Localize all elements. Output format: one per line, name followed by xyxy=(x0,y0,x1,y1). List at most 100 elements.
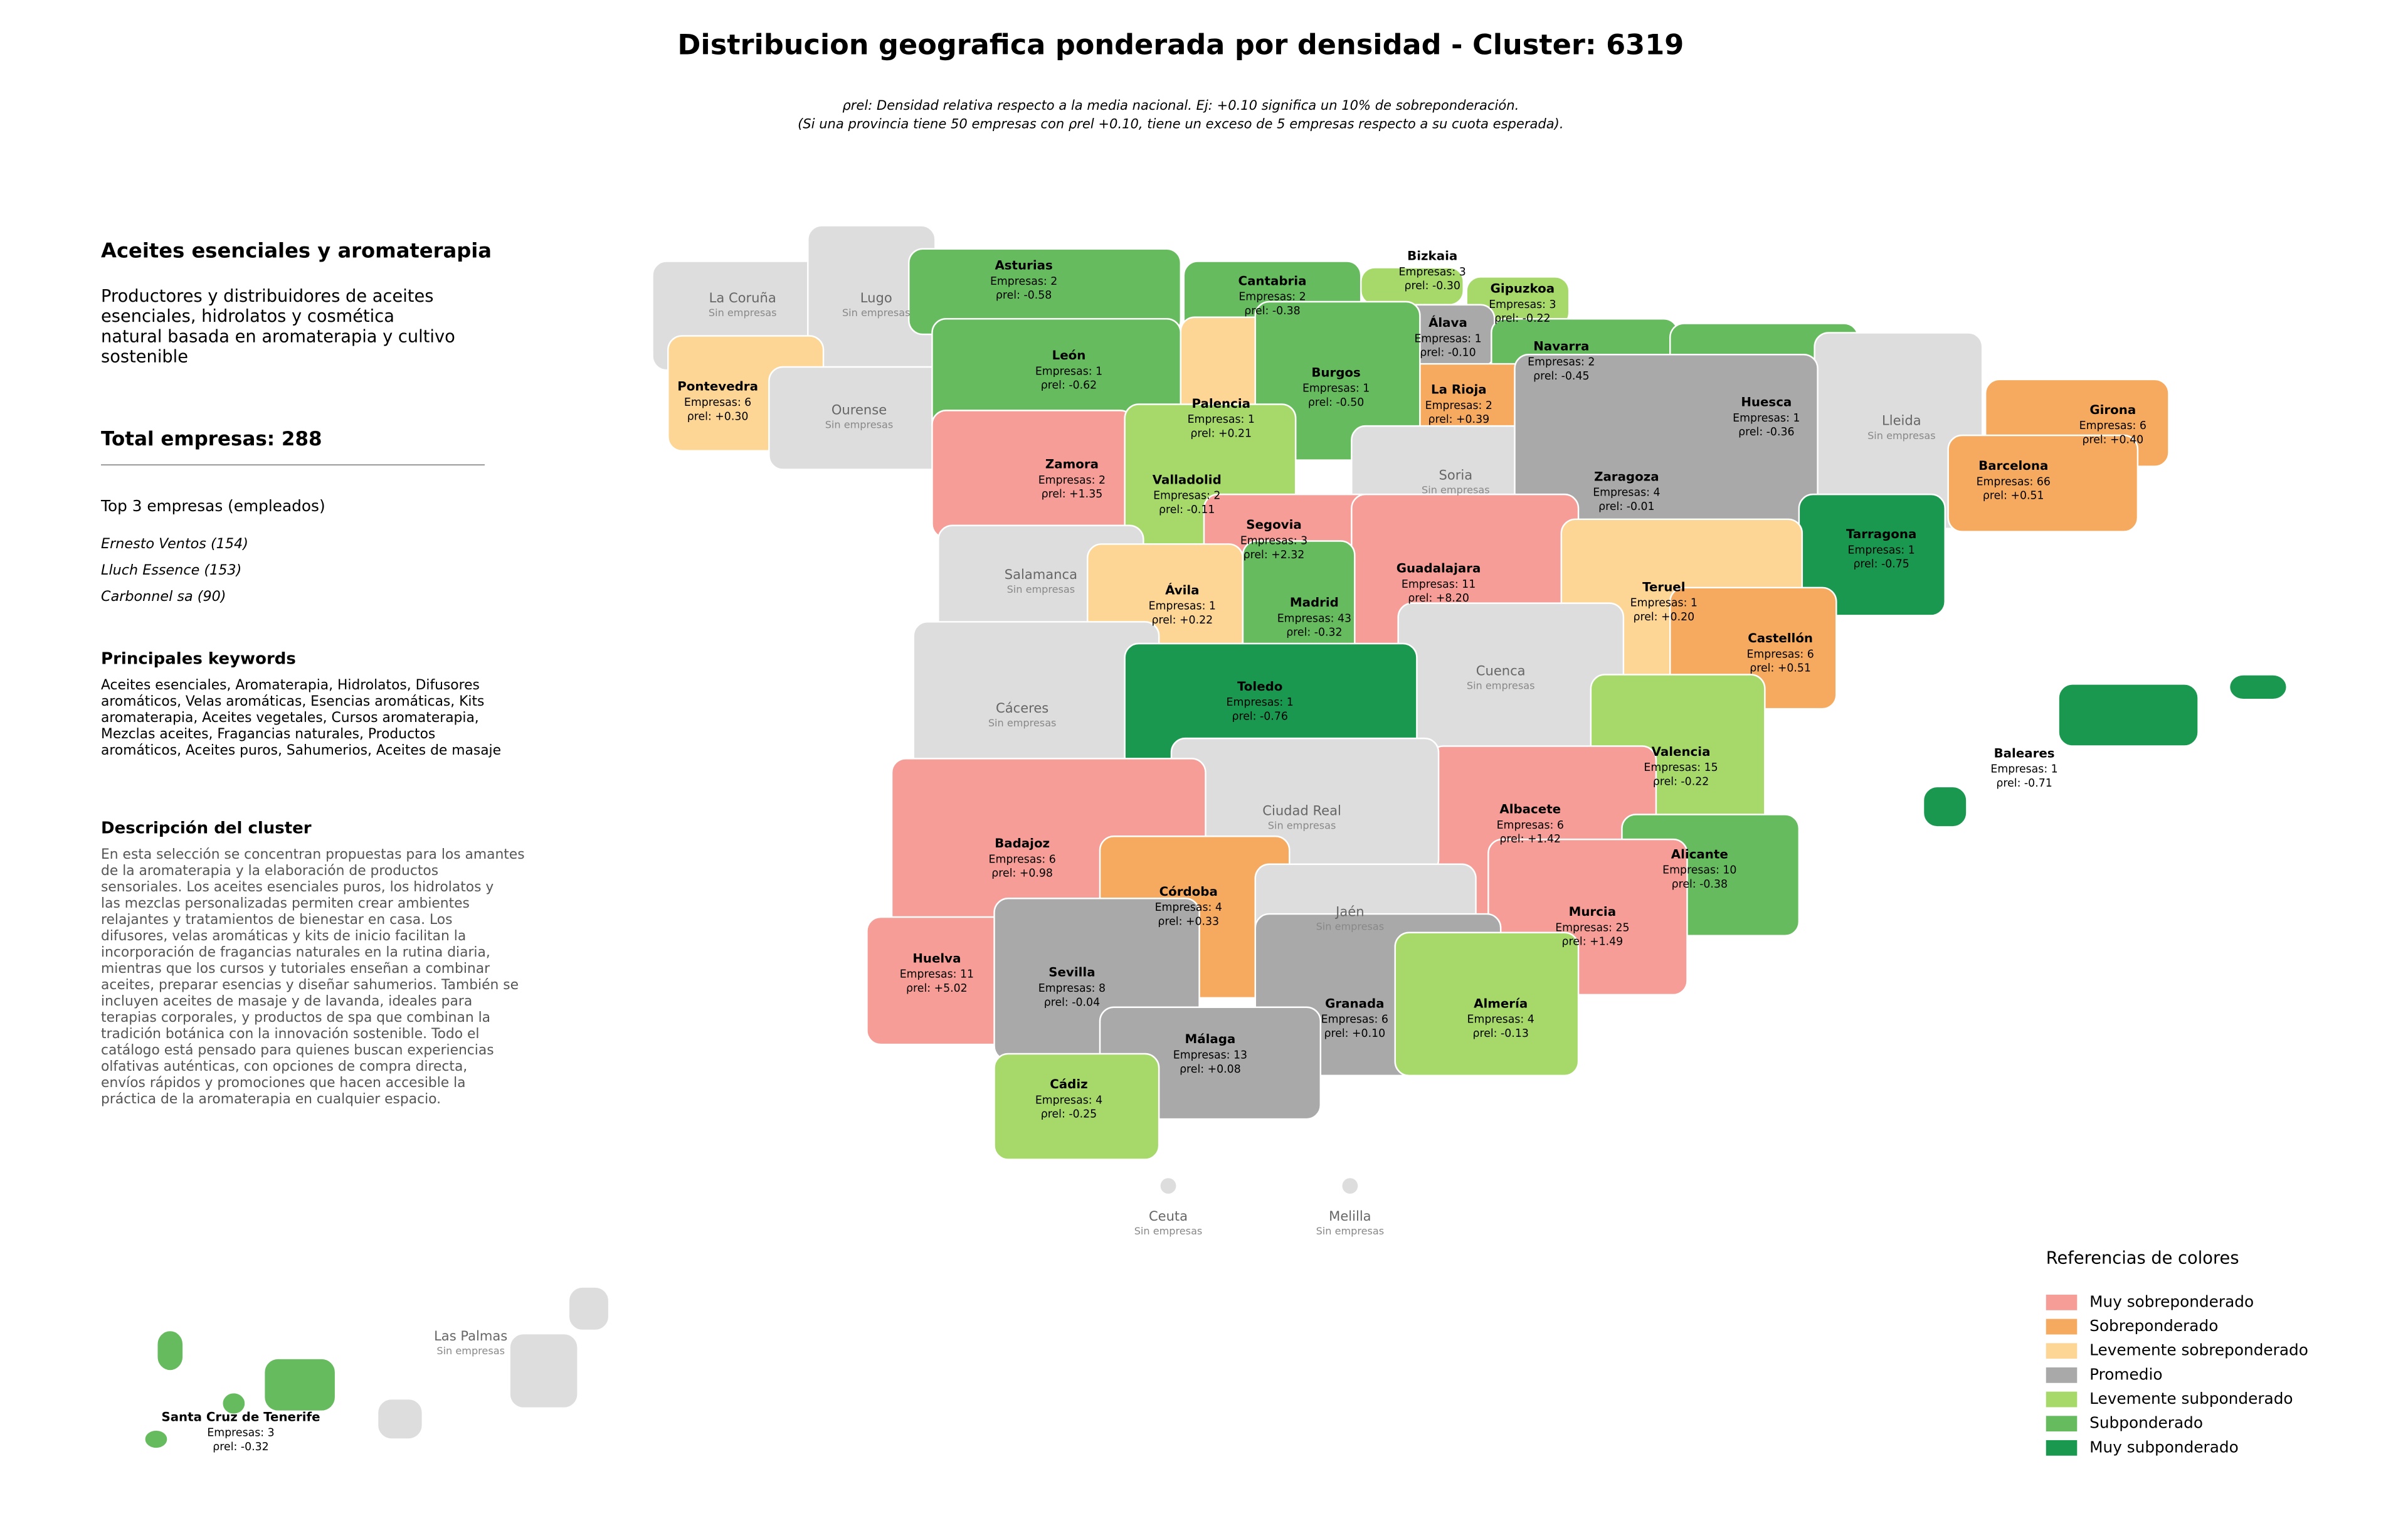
province-name: Granada xyxy=(1325,996,1384,1011)
province-companies: Empresas: 1 xyxy=(1035,365,1102,378)
province-companies: Empresas: 1 xyxy=(1990,763,2057,776)
province-name: Lleida xyxy=(1882,413,1921,428)
province-shape xyxy=(2228,674,2288,701)
province-name: Ceuta xyxy=(1149,1208,1188,1224)
province-status: Sin empresas xyxy=(988,717,1057,729)
legend-label: Levemente sobreponderado xyxy=(2089,1341,2308,1359)
legend-swatch xyxy=(2046,1391,2078,1408)
province-name: Ourense xyxy=(832,401,887,417)
province-name: Zaragoza xyxy=(1594,469,1659,484)
province-name: Santa Cruz de Tenerife xyxy=(161,1409,320,1424)
province-companies: Empresas: 4 xyxy=(1035,1094,1102,1106)
province-name: Ciudad Real xyxy=(1262,803,1341,819)
province-name: Girona xyxy=(2089,403,2136,417)
province-shape xyxy=(993,1053,1160,1160)
province-companies: Empresas: 3 xyxy=(207,1427,274,1440)
province-status: Sin empresas xyxy=(825,418,894,430)
province-rho: ρrel: -0.32 xyxy=(1286,627,1342,639)
province-name: Castellón xyxy=(1748,631,1813,645)
province-name: Barcelona xyxy=(1978,459,2048,473)
province-rho: ρrel: -0.04 xyxy=(1044,996,1100,1009)
province-companies: Empresas: 8 xyxy=(1038,982,1106,995)
province-companies: Empresas: 10 xyxy=(1662,864,1736,877)
province-companies: Empresas: 3 xyxy=(1399,266,1466,279)
province-companies: Empresas: 1 xyxy=(1414,332,1481,345)
province-name: Gipuzkoa xyxy=(1491,282,1555,296)
province-name: Cáceres xyxy=(996,700,1048,716)
intro-line: Productores y distribuidores de aceites xyxy=(101,287,433,306)
province-rho: ρrel: +0.20 xyxy=(1633,611,1694,623)
province-companies: Empresas: 2 xyxy=(1238,291,1306,304)
province-companies: Empresas: 11 xyxy=(1402,578,1476,591)
province-name: Asturias xyxy=(995,258,1052,272)
province-companies: Empresas: 2 xyxy=(1038,474,1106,487)
province-companies: Empresas: 6 xyxy=(989,853,1056,866)
legend-label: Muy sobreponderado xyxy=(2089,1292,2254,1310)
province-name: Córdoba xyxy=(1159,884,1218,899)
province-name: Salamanca xyxy=(1005,566,1077,582)
province-status: Sin empresas xyxy=(842,307,911,319)
province-status: Sin empresas xyxy=(1422,484,1490,496)
keywords-title: Principales keywords xyxy=(101,649,296,668)
province-companies: Empresas: 2 xyxy=(1425,400,1492,412)
legend-label: Subponderado xyxy=(2089,1414,2203,1432)
legend-label: Sobreponderado xyxy=(2089,1317,2218,1335)
legend-label: Levemente subponderado xyxy=(2089,1389,2293,1408)
province-status: Sin empresas xyxy=(1268,820,1336,832)
legend-label: Muy subponderado xyxy=(2089,1438,2239,1456)
description-line: las mezclas personalizadas permiten crea… xyxy=(101,896,470,911)
keyword-line: Mezclas aceites, Fragancias naturales, P… xyxy=(101,726,435,742)
province-rho: ρrel: -0.58 xyxy=(996,289,1052,302)
sidebar-heading: Aceites esenciales y aromaterapia xyxy=(101,239,492,263)
legend-swatch xyxy=(2046,1318,2078,1335)
province-name: Segovia xyxy=(1246,517,1302,532)
province-status: Sin empresas xyxy=(1467,680,1535,692)
province-companies: Empresas: 3 xyxy=(1489,299,1556,311)
description-line: tradición botánica con la innovación sos… xyxy=(101,1026,479,1042)
note: ρrel: Densidad relativa respecto a la me… xyxy=(842,97,1519,113)
province-name: Soria xyxy=(1439,467,1473,482)
province-shape xyxy=(1922,785,1968,828)
province-rho: ρrel: -0.76 xyxy=(1232,710,1287,723)
description-line: incorporación de fragancias naturales en… xyxy=(101,945,490,960)
legend-swatch xyxy=(2046,1367,2078,1383)
province-name: Pontevedra xyxy=(677,379,758,394)
province-rho: ρrel: -0.22 xyxy=(1494,312,1550,325)
note: (Si una provincia tiene 50 empresas con … xyxy=(798,116,1563,132)
description-line: de la aromaterapia y la elaboración de p… xyxy=(101,863,438,879)
province-rho: ρrel: -0.22 xyxy=(1653,775,1709,788)
province-name: Almería xyxy=(1474,996,1528,1011)
province-name: Albacete xyxy=(1499,802,1561,817)
description-line: En esta selección se concentran propuest… xyxy=(101,847,525,862)
province-status: Sin empresas xyxy=(1007,583,1075,595)
province-name: Burgos xyxy=(1311,365,1361,379)
province-companies: Empresas: 43 xyxy=(1277,612,1351,625)
province-companies: Empresas: 4 xyxy=(1155,901,1222,914)
province-companies: Empresas: 25 xyxy=(1555,921,1629,934)
province-status: Sin empresas xyxy=(709,307,777,319)
province-rho: ρrel: -0.32 xyxy=(213,1441,268,1453)
province-name: Valencia xyxy=(1652,745,1711,759)
province-name: Huelva xyxy=(912,951,961,965)
province-companies: Empresas: 1 xyxy=(1188,413,1255,426)
province-shape xyxy=(144,1429,169,1450)
labels: La Coruña Sin empresas Lugo Sin empresas Pon… xyxy=(161,249,2146,1453)
description-line: práctica de la aromaterapia en cualquier… xyxy=(101,1091,441,1107)
province-companies: Empresas: 11 xyxy=(900,968,974,981)
province-rho: ρrel: -0.38 xyxy=(1244,305,1300,317)
province-name: Navarra xyxy=(1533,339,1589,353)
province-companies: Empresas: 1 xyxy=(1733,412,1800,425)
province-name: La Coruña xyxy=(709,290,776,305)
province-rho: ρrel: -0.11 xyxy=(1159,504,1215,516)
description-line: olfativas auténticas, con opciones de co… xyxy=(101,1059,467,1074)
description-line: difusores, velas aromáticas y kits de in… xyxy=(101,928,466,944)
intro-line: natural basada en aromaterapia y cultivo xyxy=(101,327,455,346)
province-rho: ρrel: +0.51 xyxy=(1750,662,1811,675)
province-companies: Empresas: 66 xyxy=(1977,475,2051,488)
province-rho: ρrel: +0.08 xyxy=(1180,1063,1241,1076)
province-rho: ρrel: +8.20 xyxy=(1408,592,1469,605)
province-rho: ρrel: -0.36 xyxy=(1738,426,1794,438)
province-rho: ρrel: +0.10 xyxy=(1324,1027,1385,1040)
